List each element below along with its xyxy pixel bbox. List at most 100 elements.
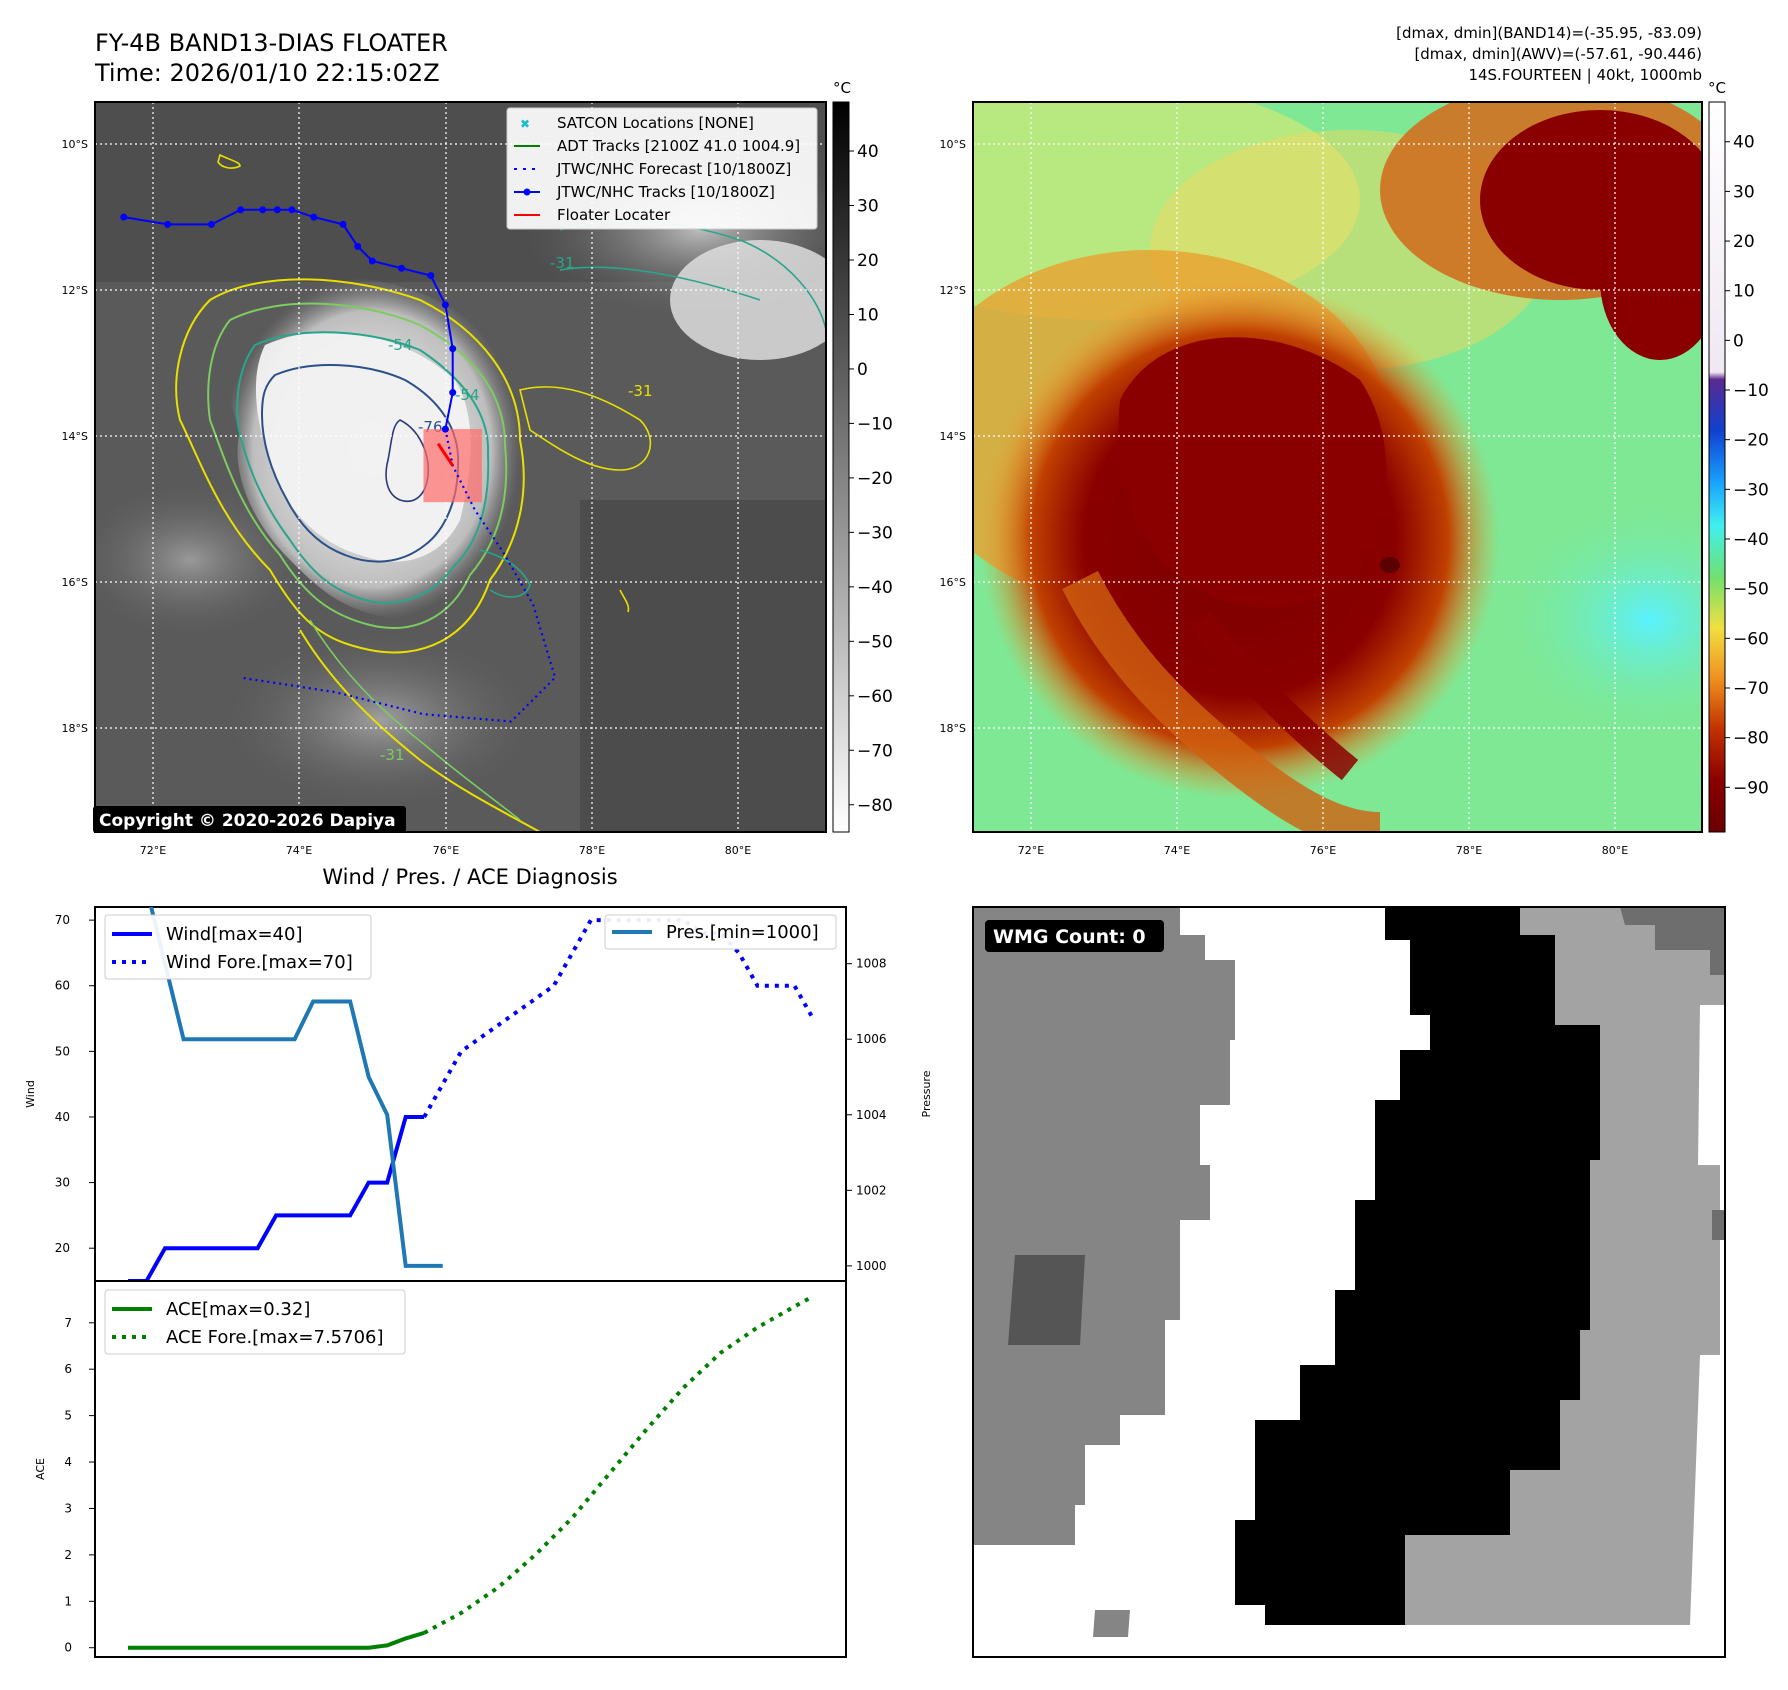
contour-label: -54: [455, 386, 480, 404]
contour-label: -31: [380, 746, 405, 764]
wv-gridlines: [973, 102, 1702, 832]
track-point: [207, 220, 215, 228]
colorbar-tick-label: 30: [1733, 182, 1755, 202]
colorbar-tick-label: −20: [1733, 431, 1769, 451]
figure-time: Time: 2026/01/10 22:15:02Z: [94, 59, 440, 87]
track-point: [398, 264, 406, 272]
wind-ylabel: Wind: [24, 1080, 37, 1108]
legend-marker-icon: ✖: [520, 117, 530, 131]
colorbar-tick-label: −40: [1733, 530, 1769, 550]
wv-imagery: [973, 102, 1702, 832]
colorbar-tick-label: −70: [857, 741, 893, 761]
colorbar-tick-label: 20: [857, 251, 879, 271]
wind-pressure-chart: 70 60 50 40 30 20 1008 1006 1004 1002 1000 Wind Pr…: [24, 906, 933, 1282]
ir-colorbar: °C 40 30 20 10 0 −10 −20 −30 −40 −50 −60 −70 −80: [832, 79, 893, 833]
track-point: [164, 220, 172, 228]
legend-label: Wind Fore.[max=70]: [166, 952, 353, 973]
colorbar-tick-label: 10: [857, 305, 879, 325]
info-storm: 14S.FOURTEEN | 40kt, 1000mb: [1468, 66, 1702, 84]
wmg-frame: [972, 906, 1726, 1658]
colorbar-tick-label: −60: [857, 687, 893, 707]
ir-map: -31 -54 -54 -76 -31 -31 10°S 12°S 14°S 1…: [62, 79, 893, 857]
wv-map-frame: [972, 101, 1703, 833]
legend-label: SATCON Locations [NONE]: [557, 114, 754, 132]
colorbar-tick-label: −70: [1733, 679, 1769, 699]
series-line-0: [128, 1630, 425, 1650]
ir-tracks: [120, 206, 557, 723]
legend-label: ACE[max=0.32]: [166, 1299, 310, 1320]
ir-lat-label: 10°S: [62, 138, 88, 151]
colorbar-tick-label: −20: [857, 469, 893, 489]
colorbar-tick-label: −30: [857, 523, 893, 543]
series-line-0: [128, 1114, 425, 1281]
ir-lat-label: 12°S: [62, 284, 88, 297]
legend-marker: [523, 188, 531, 196]
y2-tick-label: 1008: [856, 957, 887, 971]
wv-lon-label: 72°E: [1018, 844, 1044, 857]
wmg-panel: WMG Count: 0: [972, 906, 1726, 1658]
track-point: [368, 257, 376, 265]
series-line-1: [423, 1294, 814, 1635]
colorbar-tick-label: −90: [1733, 778, 1769, 798]
wmg-count-badge: [985, 920, 1164, 952]
series-line-2: [149, 907, 443, 1268]
wv-lon-label: 74°E: [1164, 844, 1190, 857]
info-awv: [dmax, dmin](AWV)=(-57.61, -90.446): [1414, 45, 1702, 63]
track-point: [354, 242, 362, 250]
wv-lon-label: 76°E: [1310, 844, 1336, 857]
colorbar-tick-label: 20: [1733, 232, 1755, 252]
pressure-legend: Pres.[min=1000]: [604, 914, 837, 950]
copyright-badge: [93, 806, 406, 833]
ir-lat-label: 18°S: [62, 722, 88, 735]
colorbar-tick-label: −40: [857, 578, 893, 598]
colorbar-tick-label: 40: [1733, 133, 1755, 153]
y-tick-label: 30: [55, 1176, 70, 1190]
y2-tick-label: 1000: [856, 1259, 887, 1273]
y-tick-label: 70: [55, 913, 70, 927]
ace-chart: 7 6 5 4 3 2 1 0 ACE ACE[max=0.32] ACE Fore.[max=…: [34, 1280, 847, 1658]
wv-lat-label: 16°S: [940, 576, 966, 589]
diagnosis-title: Wind / Pres. / ACE Diagnosis: [322, 865, 617, 889]
wmg-imagery: [973, 907, 1725, 1657]
copyright-text: Copyright © 2020-2026 Dapiya: [99, 811, 396, 831]
ir-lat-label: 14°S: [62, 430, 88, 443]
colorbar-tick-label: −10: [857, 414, 893, 434]
y-tick-label: 0: [64, 1641, 72, 1655]
wv-map: 10°S 12°S 14°S 16°S 18°S 72°E 74°E 76°E …: [940, 79, 1769, 857]
wv-lat-label: 18°S: [940, 722, 966, 735]
wmg-count-label: WMG Count: 0: [993, 926, 1146, 948]
colorbar-tick-label: 0: [857, 360, 868, 380]
track-point: [441, 301, 449, 309]
ir-colorbar-unit: °C: [833, 79, 851, 97]
y-tick-label: 40: [55, 1110, 70, 1124]
ir-lon-label: 80°E: [725, 844, 751, 857]
contour-label: -54: [388, 336, 413, 354]
y-tick-label: 5: [64, 1409, 72, 1423]
colorbar-tick-label: −50: [857, 632, 893, 652]
colorbar-tick-label: −50: [1733, 580, 1769, 600]
y2-tick-label: 1002: [856, 1183, 887, 1197]
legend-label: Pres.[min=1000]: [666, 922, 819, 943]
ir-lat-label: 16°S: [62, 576, 88, 589]
y-tick-label: 60: [55, 979, 70, 993]
y2-tick-label: 1004: [856, 1108, 887, 1122]
colorbar-tick-label: 10: [1733, 282, 1755, 302]
legend-label: JTWC/NHC Forecast [10/1800Z]: [556, 160, 791, 178]
legend-label: Wind[max=40]: [166, 924, 303, 945]
track-point: [273, 206, 281, 214]
wv-colorbar: °C 40 30 20 10 0 −10 −20 −30 −40 −50 −60 −70 −80 −90: [1708, 79, 1769, 833]
wv-lon-label: 78°E: [1456, 844, 1482, 857]
wv-lat-label: 14°S: [940, 430, 966, 443]
ir-lon-label: 72°E: [140, 844, 166, 857]
legend-label: JTWC/NHC Tracks [10/1800Z]: [556, 183, 775, 201]
colorbar-tick-label: 40: [857, 142, 879, 162]
ir-legend: ✖ SATCON Locations [NONE] ADT Tracks [2100…: [506, 107, 818, 230]
track-point: [237, 206, 245, 214]
ace-ylabel: ACE: [34, 1458, 47, 1480]
track-point: [427, 272, 435, 280]
contour-label: -31: [628, 382, 653, 400]
y-tick-label: 20: [55, 1241, 70, 1255]
colorbar-tick-label: −10: [1733, 381, 1769, 401]
figure-title: FY-4B BAND13-DIAS FLOATER: [95, 29, 448, 57]
